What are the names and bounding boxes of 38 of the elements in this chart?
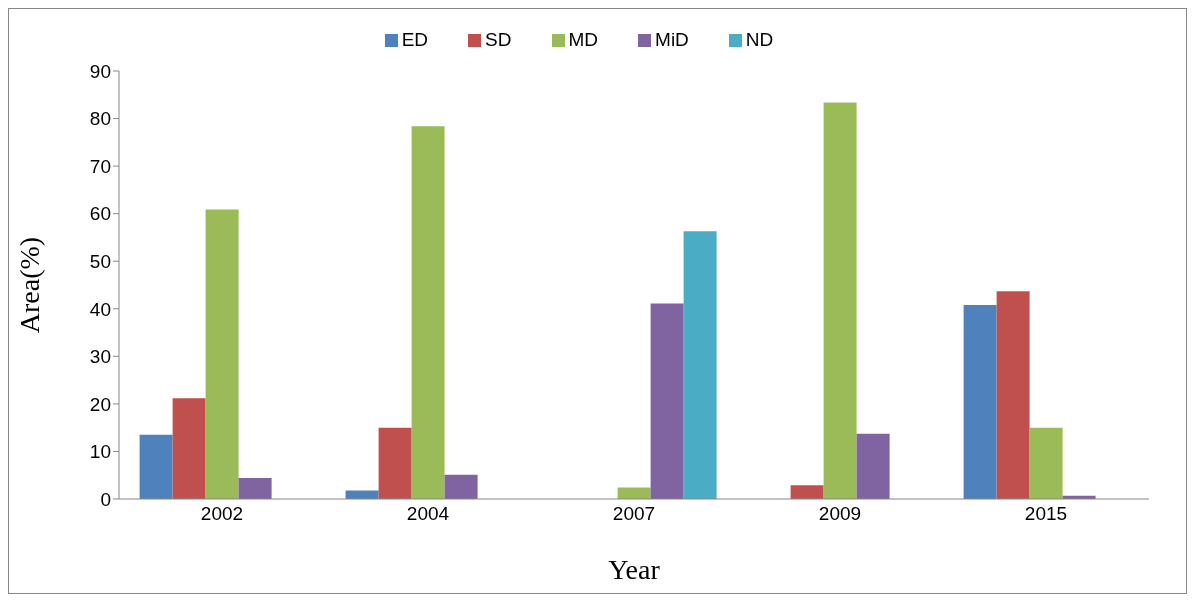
y-tick-label: 40 — [89, 298, 111, 320]
bar — [790, 485, 824, 499]
y-tick-label: 20 — [89, 393, 111, 415]
y-tick-label: 70 — [89, 155, 111, 177]
y-tick-label: 80 — [89, 108, 111, 130]
y-tick-label: 0 — [100, 488, 111, 510]
x-axis-title: Year — [608, 554, 661, 585]
x-tick-label: 2015 — [1024, 503, 1068, 525]
bar — [444, 474, 478, 499]
bar — [856, 433, 890, 499]
bar — [378, 427, 412, 499]
legend-label: ND — [745, 29, 774, 50]
x-tick-label: 2004 — [406, 503, 450, 525]
bar — [963, 304, 997, 499]
y-axis-title: Area(%) — [13, 236, 45, 334]
bar — [205, 209, 239, 499]
y-tick-label: 90 — [89, 60, 111, 82]
legend-label: ED — [401, 29, 429, 50]
y-tick-label: 50 — [89, 250, 111, 272]
bar — [1029, 427, 1063, 499]
y-tick-label: 10 — [89, 441, 111, 463]
legend-label: MiD — [655, 29, 689, 50]
bar — [238, 478, 272, 499]
bar — [996, 291, 1030, 499]
y-tick-label: 30 — [89, 346, 111, 368]
legend-label: SD — [485, 29, 512, 50]
bar — [345, 490, 379, 499]
bar — [139, 434, 173, 499]
bar — [683, 231, 717, 499]
x-tick-label: 2007 — [612, 503, 656, 525]
x-tick-label: 2002 — [200, 503, 244, 525]
bar — [172, 398, 206, 499]
bar — [650, 303, 684, 499]
bar — [823, 102, 857, 499]
y-tick-label: 60 — [89, 203, 111, 225]
legend-label: MD — [568, 29, 599, 50]
x-tick-label: 2009 — [818, 503, 862, 525]
bar — [411, 126, 445, 499]
